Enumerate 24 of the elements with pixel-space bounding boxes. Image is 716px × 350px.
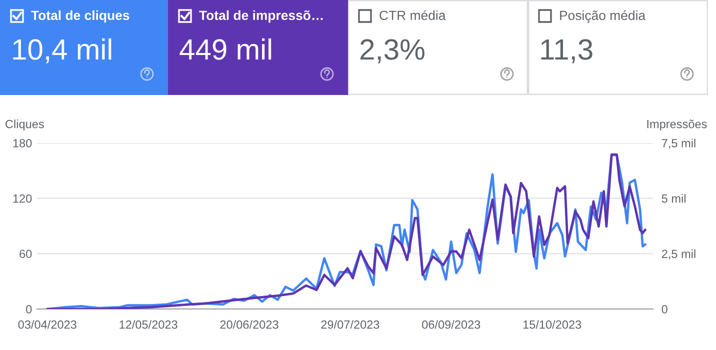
x-tick-label: 20/06/2023 [220, 320, 278, 329]
text: 449 mil [180, 38, 272, 60]
y-tick-label: 180 [13, 139, 32, 148]
x-tick-label: 29/07/2023 [321, 320, 380, 329]
y-tick-label: 120 [13, 194, 32, 203]
y2-tick-label: 0 [662, 305, 668, 314]
x-tick-label: 03/04/2023 [18, 320, 76, 329]
x-tick-label: 12/05/2023 [120, 320, 178, 329]
text: Posição média [560, 10, 646, 23]
text: CTR média [380, 10, 446, 20]
text: 11,3 [541, 39, 592, 64]
y2-tick-label: 7,5 mil [662, 138, 696, 149]
y2-tick-label: 5 mil [662, 194, 686, 203]
y2-axis-title: Impressões [647, 120, 707, 131]
y-tick-label: 0 [26, 305, 32, 314]
y2-tick-label: 2,5 mil [662, 249, 696, 260]
text: Total de impressõ… [199, 10, 323, 23]
text: 10,4 mil [13, 38, 112, 64]
y-axis-title: Cliques [6, 120, 44, 131]
x-tick-label: 15/10/2023 [523, 320, 582, 329]
text: Total de cliques [31, 10, 130, 23]
text: 2,3% [360, 39, 424, 64]
y-tick-label: 60 [20, 250, 32, 258]
x-tick-label: 06/09/2023 [422, 320, 480, 329]
